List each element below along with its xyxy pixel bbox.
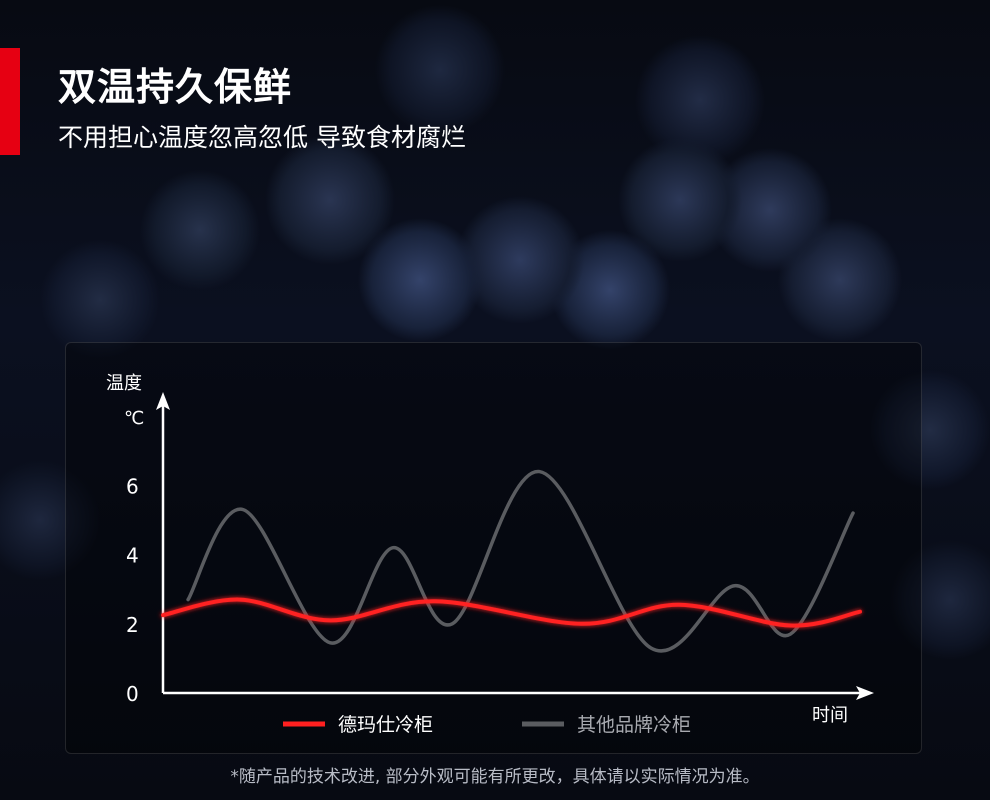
x-axis-label: 时间	[812, 705, 848, 726]
y-tick-label: 0	[126, 682, 139, 706]
page-title: 双温持久保鲜	[58, 65, 293, 109]
series-line-others	[186, 469, 855, 653]
y-axis-unit: ℃	[124, 408, 144, 429]
page-subtitle: 不用担心温度忽高忽低 导致食材腐烂	[58, 123, 466, 152]
x-axis-arrow	[856, 686, 874, 700]
accent-bar	[0, 48, 20, 155]
footnote: *随产品的技术改进, 部分外观可能有所更改，具体请以实际情况为准。	[230, 767, 760, 787]
series-line-demas	[161, 597, 862, 628]
y-axis-label: 温度	[106, 373, 142, 394]
y-axis-arrow	[156, 392, 170, 410]
legend-label: 德玛仕冷柜	[338, 714, 433, 736]
y-tick-label: 6	[126, 474, 139, 498]
legend-label: 其他品牌冷柜	[577, 714, 691, 736]
y-tick-label: 4	[126, 544, 139, 568]
y-tick-label: 2	[126, 613, 139, 637]
